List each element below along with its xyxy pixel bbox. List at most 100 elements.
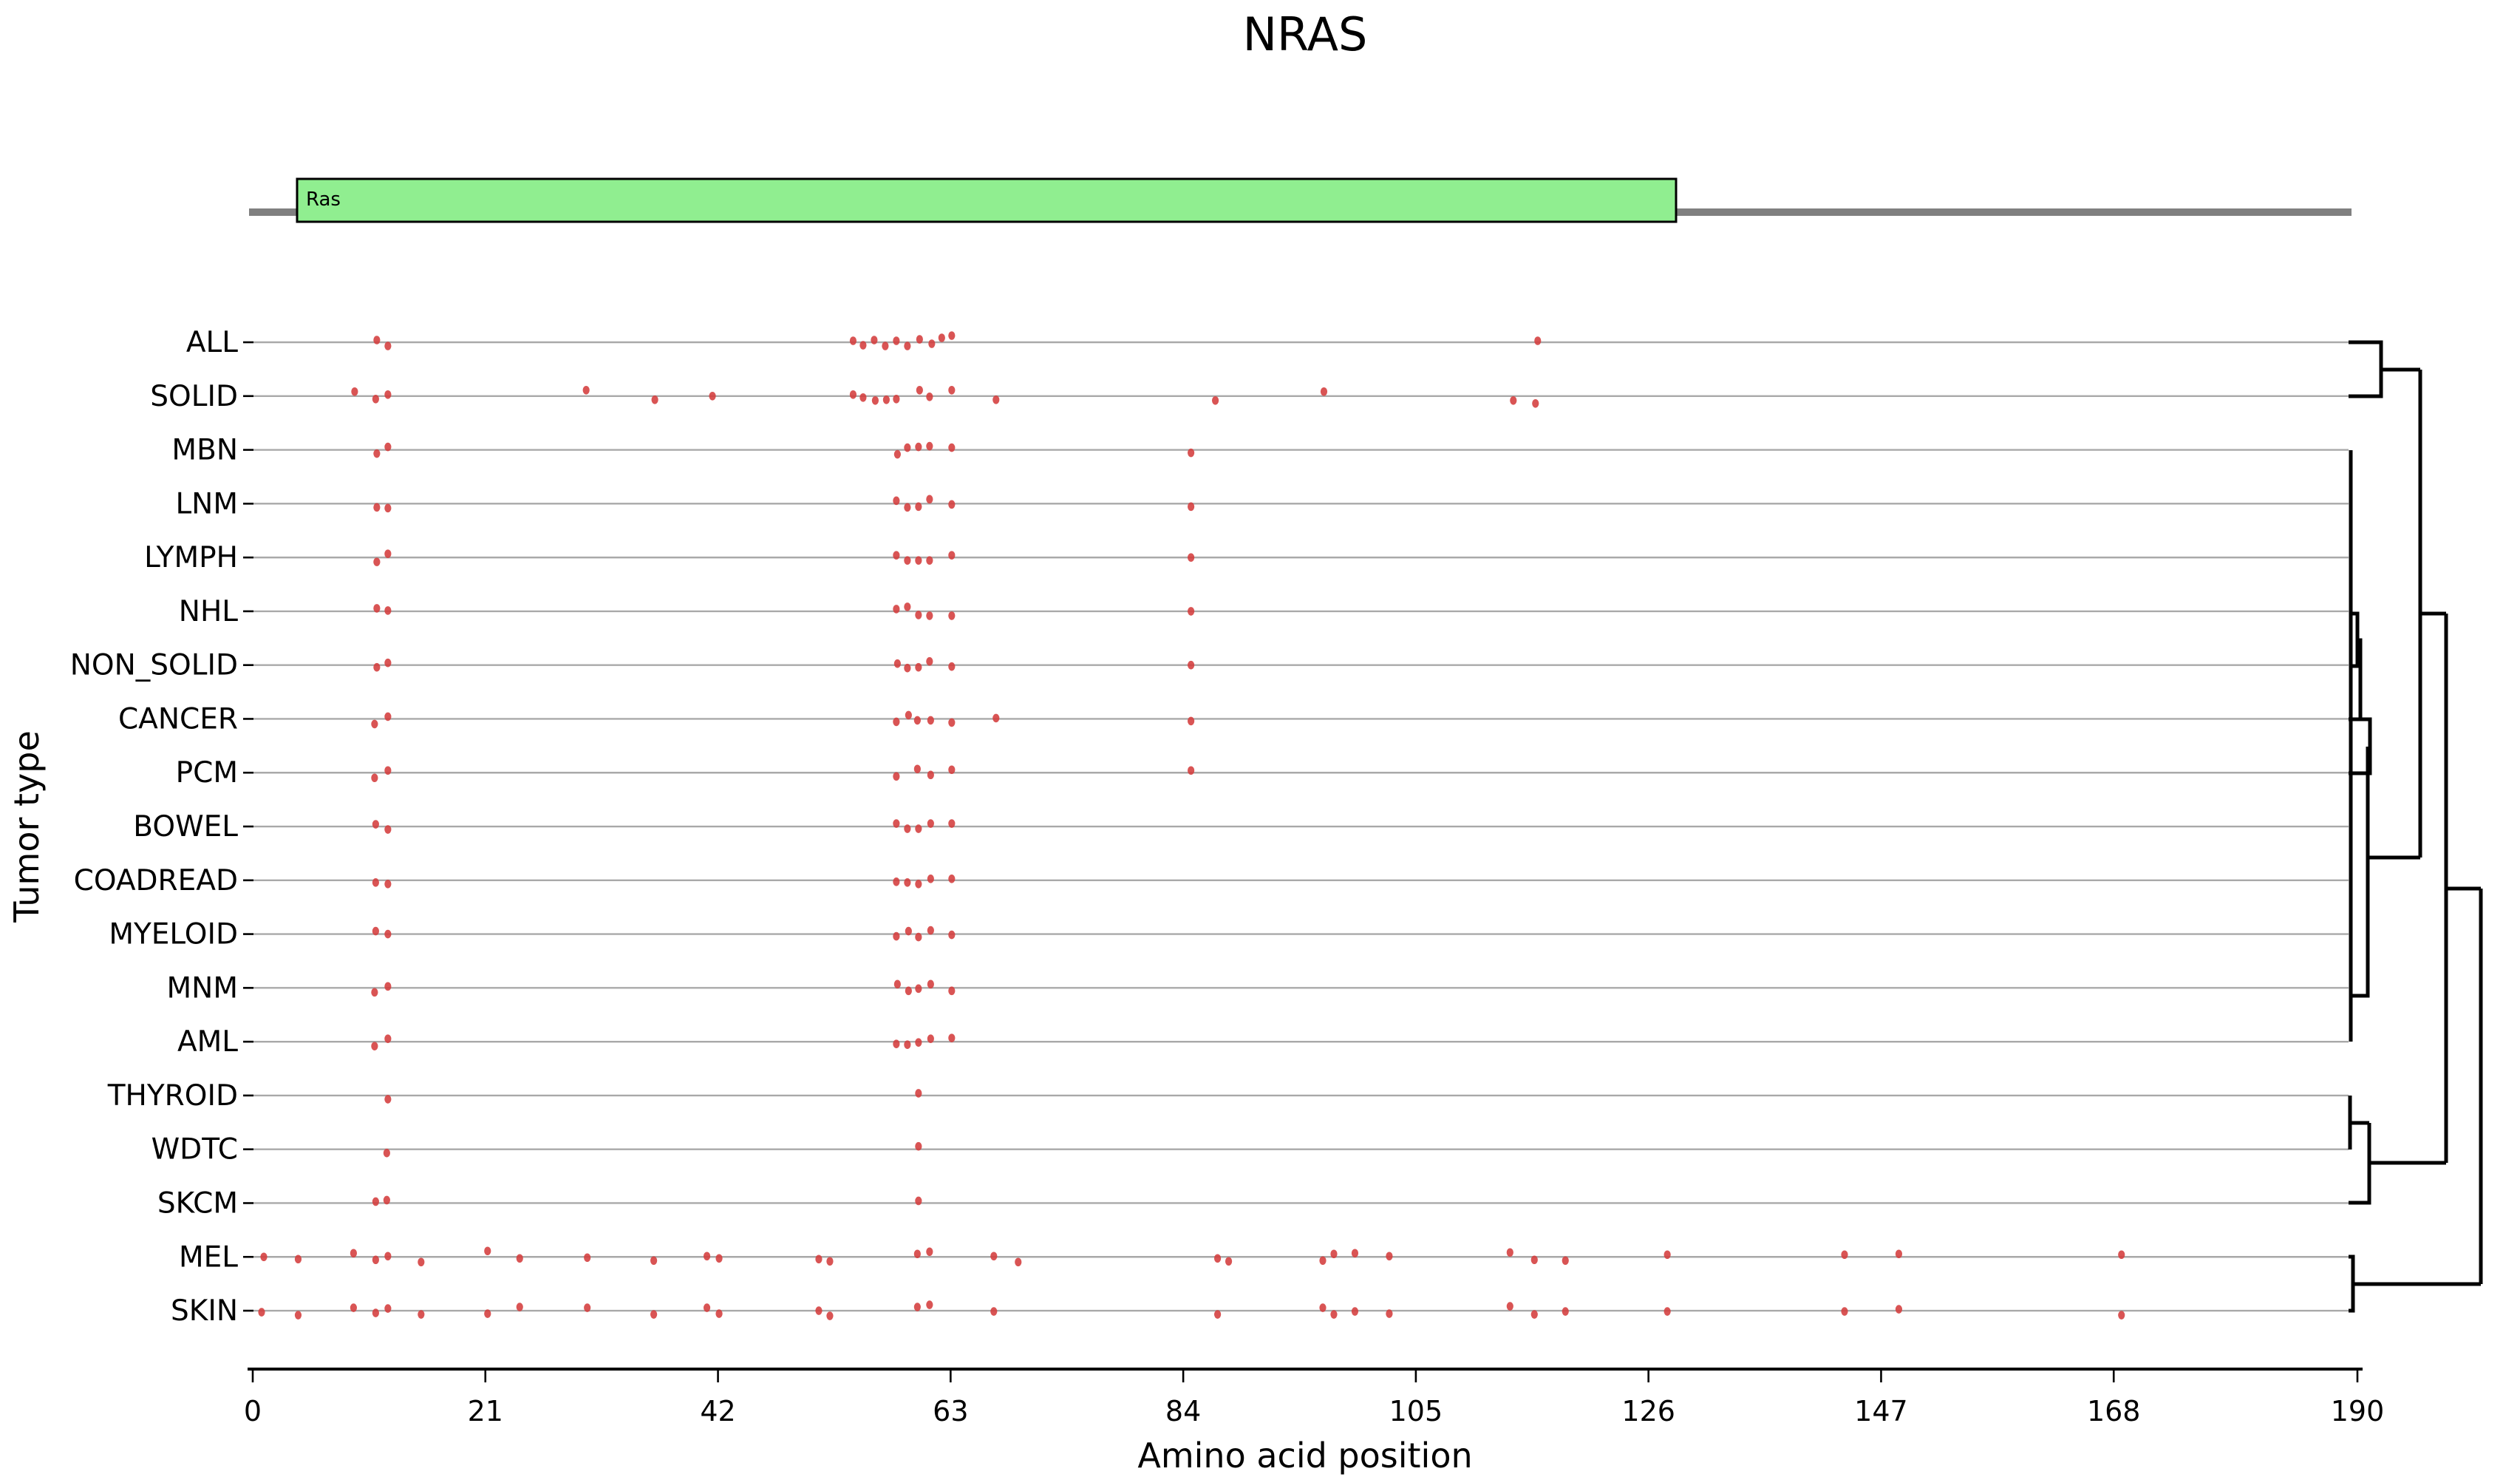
data-point bbox=[948, 662, 956, 671]
data-point bbox=[2118, 1311, 2125, 1320]
data-point bbox=[1330, 1310, 1338, 1319]
data-point bbox=[1663, 1307, 1671, 1316]
ras-domain-label: Ras bbox=[306, 189, 341, 211]
dendrogram-link bbox=[2349, 340, 2383, 398]
data-point bbox=[893, 551, 900, 560]
data-point bbox=[948, 331, 956, 340]
data-point bbox=[715, 1254, 723, 1263]
data-point bbox=[384, 766, 392, 775]
data-point bbox=[815, 1254, 823, 1264]
data-point bbox=[948, 551, 956, 560]
data-point bbox=[651, 395, 658, 404]
data-point bbox=[484, 1309, 491, 1318]
chart-title: NRAS bbox=[1243, 7, 1368, 61]
data-point bbox=[904, 878, 911, 887]
protein-domain-track: Ras bbox=[249, 177, 2352, 223]
data-point bbox=[1841, 1307, 1848, 1316]
data-point bbox=[384, 1095, 392, 1104]
data-point bbox=[350, 1303, 358, 1312]
data-point bbox=[948, 611, 956, 620]
data-point bbox=[927, 716, 934, 725]
x-tick-label: 42 bbox=[700, 1395, 735, 1427]
data-point bbox=[948, 930, 956, 940]
data-point bbox=[927, 875, 934, 883]
data-point bbox=[1351, 1307, 1359, 1316]
data-point bbox=[1188, 502, 1195, 512]
data-point bbox=[905, 710, 912, 720]
data-point bbox=[1506, 1248, 1513, 1257]
data-point bbox=[1562, 1256, 1569, 1266]
x-tick-label: 63 bbox=[933, 1395, 968, 1427]
data-point bbox=[990, 1252, 998, 1261]
row-label-all: ALL bbox=[186, 326, 238, 359]
dendrogram-link bbox=[2349, 1123, 2371, 1205]
data-point bbox=[371, 1042, 378, 1050]
data-point bbox=[893, 605, 900, 614]
data-point bbox=[383, 1195, 390, 1205]
data-point bbox=[1188, 448, 1195, 458]
data-point bbox=[1534, 336, 1542, 345]
data-point bbox=[928, 339, 936, 348]
row-label-mel: MEL bbox=[179, 1240, 238, 1274]
dendrogram-link bbox=[2349, 717, 2372, 775]
data-point bbox=[418, 1257, 425, 1267]
data-point bbox=[1188, 660, 1195, 670]
data-point bbox=[384, 390, 392, 399]
data-point bbox=[584, 1253, 591, 1263]
data-point bbox=[1386, 1252, 1393, 1261]
data-point bbox=[1225, 1257, 1233, 1266]
data-point bbox=[1386, 1309, 1393, 1318]
data-point bbox=[948, 819, 956, 828]
data-point bbox=[384, 982, 392, 991]
data-point bbox=[926, 656, 933, 666]
row-label-solid: SOLID bbox=[150, 380, 238, 413]
data-point bbox=[893, 496, 900, 506]
data-point bbox=[371, 988, 378, 997]
data-point bbox=[871, 395, 879, 405]
data-point bbox=[826, 1257, 834, 1266]
data-point bbox=[915, 442, 922, 452]
data-point bbox=[384, 1304, 392, 1313]
data-point bbox=[384, 1034, 392, 1043]
data-point bbox=[893, 877, 900, 886]
data-point bbox=[992, 395, 1000, 404]
data-point bbox=[1895, 1249, 1903, 1259]
data-point bbox=[373, 336, 381, 344]
dendrogram-link bbox=[2349, 1254, 2355, 1313]
row-label-cancer: CANCER bbox=[118, 702, 238, 736]
data-point bbox=[384, 658, 392, 668]
data-point bbox=[372, 878, 379, 887]
x-tick-label: 147 bbox=[1854, 1395, 1908, 1427]
data-point bbox=[372, 1255, 379, 1265]
data-point bbox=[582, 385, 590, 395]
data-point bbox=[913, 1249, 921, 1259]
data-point bbox=[1188, 553, 1195, 562]
data-point bbox=[893, 819, 900, 828]
row-label-pcm: PCM bbox=[176, 756, 238, 790]
data-point bbox=[904, 503, 911, 512]
data-point bbox=[871, 336, 878, 344]
data-point bbox=[926, 556, 933, 565]
data-point bbox=[915, 984, 922, 994]
data-point bbox=[904, 663, 911, 673]
data-point bbox=[1530, 1255, 1538, 1265]
data-point bbox=[927, 819, 934, 828]
data-point bbox=[384, 929, 392, 939]
data-point bbox=[372, 1308, 379, 1317]
data-point bbox=[948, 765, 956, 775]
y-axis-label: Tumor type bbox=[7, 730, 47, 923]
cluster-dendrogram bbox=[2348, 340, 2483, 1313]
x-tick-label: 168 bbox=[2087, 1395, 2141, 1427]
data-point bbox=[905, 926, 912, 936]
data-point bbox=[384, 606, 392, 615]
data-point bbox=[373, 662, 381, 672]
data-point bbox=[384, 503, 392, 513]
data-point bbox=[373, 604, 381, 613]
data-point bbox=[990, 1307, 998, 1316]
data-point bbox=[1562, 1307, 1569, 1316]
data-point bbox=[893, 659, 901, 668]
data-point bbox=[913, 716, 921, 725]
data-point bbox=[893, 979, 901, 989]
data-point bbox=[1532, 398, 1539, 408]
data-point bbox=[893, 1039, 900, 1048]
